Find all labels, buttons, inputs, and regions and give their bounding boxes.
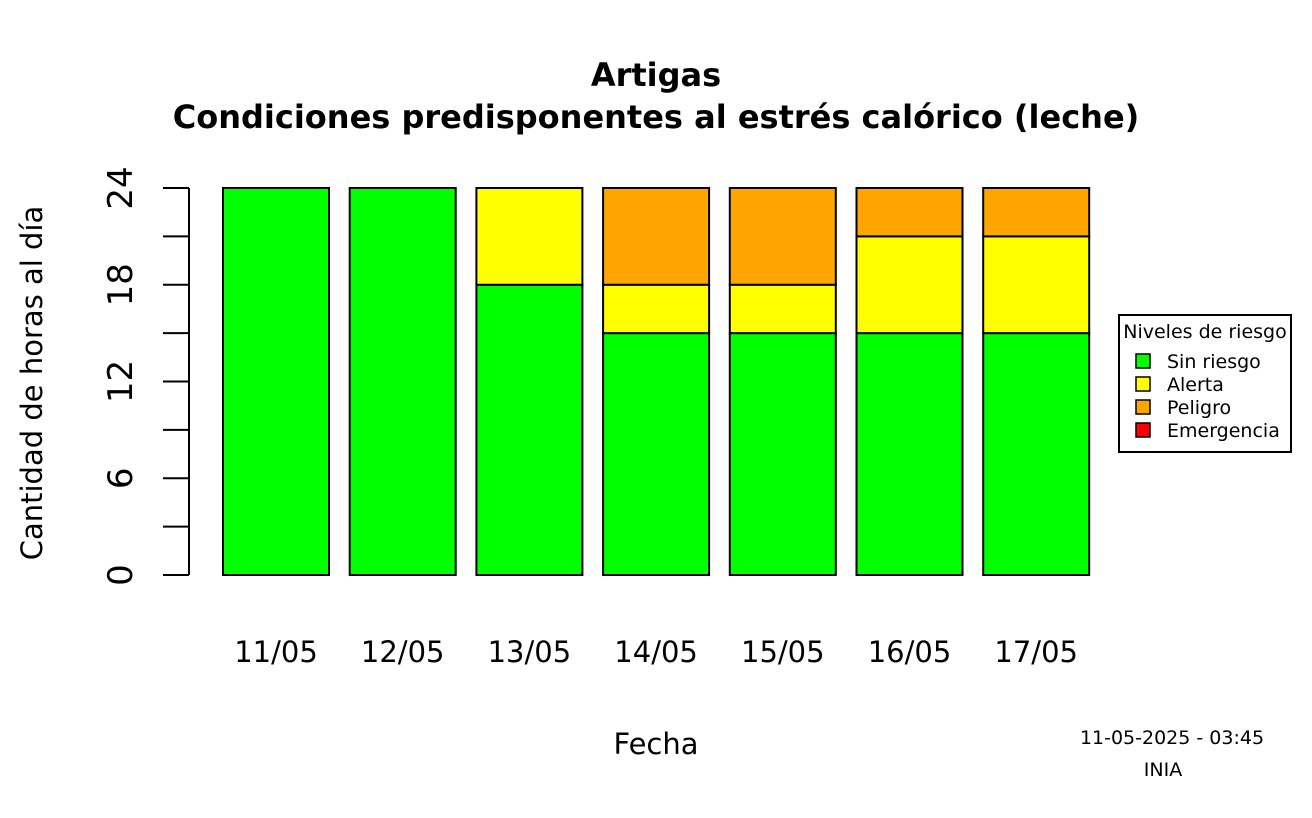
- bar-segment-15-05-s2: [728, 187, 837, 286]
- bar-segment-11-05-s0: [222, 187, 330, 576]
- bars-layer: [222, 187, 1091, 576]
- bar-segment-17-05-s0: [982, 332, 1091, 576]
- bar-segment-13-05-s1: [475, 187, 584, 286]
- bar-segment-14-05-s2: [602, 187, 711, 286]
- x-tick-label-12-05: 12/05: [361, 635, 445, 669]
- legend-title: Niveles de riesgo: [1123, 321, 1287, 343]
- y-tick-label-12: 12: [101, 360, 141, 403]
- x-tick-label-17-05: 17/05: [994, 635, 1078, 669]
- bar-segment-17-05-s1: [982, 235, 1091, 335]
- x-axis: 11/05 12/05 13/05 14/05 15/05 16/05 17/05: [234, 635, 1078, 669]
- bar-segment-15-05-s1: [728, 283, 837, 335]
- legend-swatch-1: [1135, 376, 1151, 392]
- y-axis-title: Cantidad de horas al día: [15, 206, 49, 561]
- legend-label-1: Alerta: [1167, 374, 1224, 396]
- y-axis: 0 6 12 18 24: [101, 166, 190, 586]
- bar-segment-15-05-s0: [728, 332, 837, 576]
- bar-segment-17-05-s2: [982, 187, 1091, 238]
- chart-subtitle: Condiciones predisponentes al estrés cal…: [173, 98, 1140, 136]
- bar-segment-13-05-s0: [475, 283, 584, 576]
- x-tick-label-14-05: 14/05: [614, 635, 698, 669]
- legend-label-2: Peligro: [1167, 397, 1231, 419]
- y-tick-label-24: 24: [101, 166, 141, 209]
- chart-title: Artigas: [591, 56, 721, 94]
- x-axis-title: Fecha: [613, 727, 698, 761]
- legend-swatch-0: [1135, 353, 1151, 369]
- legend-box: [1118, 314, 1292, 453]
- bar-segment-16-05-s1: [855, 235, 964, 335]
- x-tick-label-15-05: 15/05: [741, 635, 825, 669]
- bar-segment-16-05-s2: [855, 187, 964, 238]
- legend-label-0: Sin riesgo: [1167, 351, 1261, 373]
- legend: Niveles de riesgo Sin riesgoAlertaPeligr…: [1118, 314, 1292, 453]
- bar-segment-12-05-s0: [348, 187, 457, 576]
- y-tick-label-18: 18: [101, 263, 141, 306]
- bar-segment-14-05-s1: [602, 283, 711, 335]
- footer-timestamp: 11-05-2025 - 03:45: [1080, 727, 1264, 749]
- legend-label-3: Emergencia: [1167, 420, 1280, 442]
- bar-segment-14-05-s0: [602, 332, 711, 576]
- y-tick-label-0: 0: [101, 564, 141, 586]
- footer-source: INIA: [1144, 759, 1182, 781]
- x-tick-label-11-05: 11/05: [234, 635, 318, 669]
- legend-swatch-3: [1135, 422, 1151, 438]
- x-tick-label-13-05: 13/05: [488, 635, 572, 669]
- bar-segment-16-05-s0: [855, 332, 964, 576]
- legend-swatch-2: [1135, 399, 1151, 415]
- y-tick-label-6: 6: [101, 467, 141, 489]
- x-tick-label-16-05: 16/05: [868, 635, 952, 669]
